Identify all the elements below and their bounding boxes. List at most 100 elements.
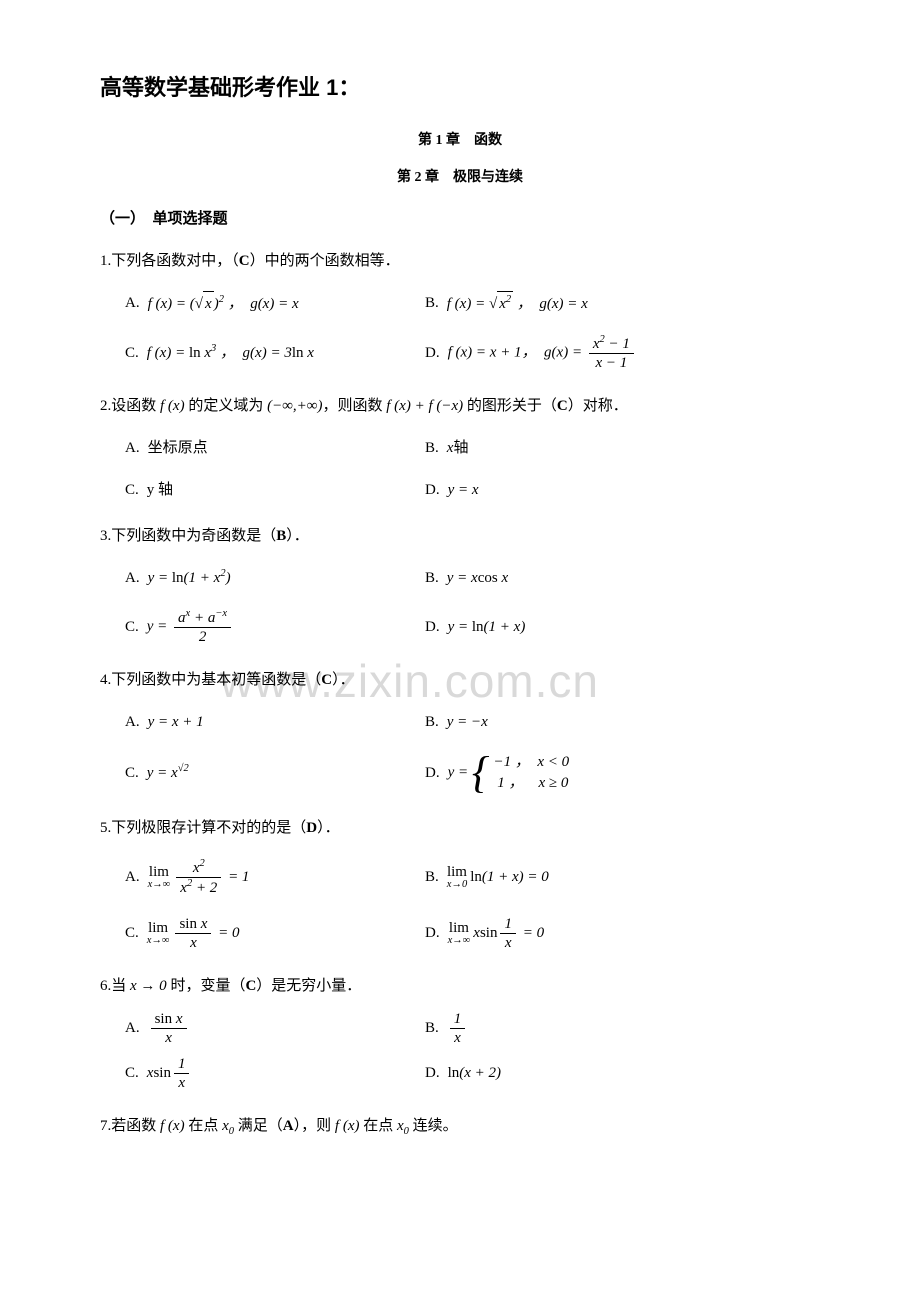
q1-opt-d: D. f (x) = x + 1， g(x) = x2 − 1x − 1	[425, 334, 725, 372]
q6-stem: 6.当 x → 0 时，变量（C）是无穷小量．	[100, 974, 820, 998]
opt-label: A.	[125, 1016, 140, 1040]
q4-opt-b: B. y = −x	[425, 710, 725, 734]
q5-opt-b: B.limx→0ln(1 + x) = 0	[425, 865, 725, 891]
q2-m3: 的图形关于（	[463, 398, 557, 414]
q5-options: A.limx→∞x2x2 + 2 = 1 B.limx→0ln(1 + x) =…	[125, 858, 820, 952]
opt-label: B.	[425, 1016, 439, 1040]
math-expr: y = ln(1 + x)	[448, 615, 526, 639]
math-expr: f (x) = x + 1， g(x) = x2 − 1x − 1	[448, 334, 637, 372]
opt-label: D.	[425, 615, 440, 639]
math-expr: x0	[397, 1118, 409, 1134]
q6-mid: 时，变量（	[167, 978, 246, 994]
math-expr: x → 0	[130, 978, 167, 994]
opt-label: C.	[125, 478, 139, 502]
q2-opt-d: D. y = x	[425, 478, 725, 502]
q5-post: ）．	[317, 820, 340, 836]
q5-ans: D	[306, 820, 317, 836]
q1-opt-b: B. f (x) = √x2 ， g(x) = x	[425, 291, 725, 316]
opt-label: C.	[125, 1061, 139, 1085]
math-expr: y = x + 1	[148, 710, 204, 734]
math-expr: 1x	[447, 1010, 469, 1047]
math-expr: f (x) = (√x)2 ， g(x) = x	[148, 291, 299, 316]
q1-opt-a: A. f (x) = (√x)2 ， g(x) = x	[125, 291, 425, 316]
q6-ans: C	[245, 978, 256, 994]
q5-opt-a: A.limx→∞x2x2 + 2 = 1	[125, 858, 425, 897]
math-expr: y = x√2	[147, 761, 189, 785]
math-expr: y = ax + a−x2	[147, 608, 234, 646]
opt-label: C.	[125, 921, 139, 945]
q3-opt-c: C. y = ax + a−x2	[125, 608, 425, 646]
opt-text: y 轴	[147, 478, 173, 502]
q4-stem: 4.下列函数中为基本初等函数是（C）．	[100, 668, 820, 692]
math-expr: y = x	[448, 478, 479, 502]
q3-stem: 3.下列函数中为奇函数是（B）．	[100, 524, 820, 548]
q3-post: ）．	[286, 528, 309, 544]
q7-m2: 满足（	[234, 1118, 283, 1134]
q7-m1: 在点	[185, 1118, 223, 1134]
q5-opt-d: D.limx→∞xsin1x = 0	[425, 915, 725, 952]
q3-opt-b: B.y = xcos x	[425, 566, 725, 590]
q6-post: ）是无穷小量．	[256, 978, 361, 994]
q2-m2: ，则函数	[322, 398, 386, 414]
q7-pre: 7.若函数	[100, 1118, 160, 1134]
math-expr: x0	[222, 1118, 234, 1134]
math-expr: xsin1x	[147, 1055, 193, 1092]
q1-options: A. f (x) = (√x)2 ， g(x) = x B. f (x) = √…	[125, 291, 820, 372]
chapter-1: 第 1 章 函数	[100, 130, 820, 152]
math-expr: (−∞,+∞)	[267, 398, 322, 414]
opt-label: A.	[125, 710, 140, 734]
q3-opt-d: D. y = ln(1 + x)	[425, 615, 725, 639]
opt-label: A.	[125, 566, 140, 590]
q3-pre: 3.下列函数中为奇函数是（	[100, 528, 276, 544]
q6-opt-a: A. sin xx	[125, 1010, 425, 1047]
q7-m4: 在点	[359, 1118, 397, 1134]
opt-label: A.	[125, 436, 140, 460]
q1-ans: C	[239, 253, 250, 269]
math-expr: y = ln(1 + x2)	[148, 566, 231, 590]
q4-opt-d: D.y = {−1 ， x < 0 1 ， x ≥ 0	[425, 752, 725, 794]
q1-opt-c: C. f (x) = ln x3 ， g(x) = 3ln x	[125, 341, 425, 365]
opt-label: B.	[425, 291, 439, 315]
q5-pre: 5.下列极限存计算不对的的是（	[100, 820, 306, 836]
q7-m3: ），则	[294, 1118, 335, 1134]
math-expr: f (x) = ln x3 ， g(x) = 3ln x	[147, 341, 314, 365]
opt-label: A.	[125, 291, 140, 315]
q2-options: A. 坐标原点 B.x 轴 C. y 轴 D. y = x	[125, 436, 820, 502]
opt-label: D.	[425, 921, 440, 945]
q4-opt-c: C. y = x√2	[125, 761, 425, 785]
chapter-2: 第 2 章 极限与连续	[100, 167, 820, 189]
q4-post: ）．	[332, 672, 355, 688]
q4-opt-a: A. y = x + 1	[125, 710, 425, 734]
q3-opt-a: A. y = ln(1 + x2)	[125, 566, 425, 590]
math-expr: f (x) = √x2 ， g(x) = x	[447, 291, 588, 316]
q7-post: 连续。	[409, 1118, 458, 1134]
opt-label: C.	[125, 615, 139, 639]
math-expr: f (x)	[160, 1118, 185, 1134]
opt-label: D.	[425, 341, 440, 365]
opt-label: C.	[125, 761, 139, 785]
opt-label: B.	[425, 710, 439, 734]
q1-post: ）中的两个函数相等．	[250, 253, 400, 269]
math-expr: ln(x + 2)	[448, 1061, 501, 1085]
q4-pre: 4.下列函数中为基本初等函数是（	[100, 672, 321, 688]
q2-m1: 的定义域为	[185, 398, 268, 414]
q6-pre: 6.当	[100, 978, 130, 994]
math-expr: y = {−1 ， x < 0 1 ， x ≥ 0	[448, 752, 570, 794]
q3-ans: B	[276, 528, 286, 544]
q5-opt-c: C.limx→∞sin xx = 0	[125, 915, 425, 952]
q2-stem: 2.设函数 f (x) 的定义域为 (−∞,+∞)，则函数 f (x) + f …	[100, 394, 820, 418]
opt-label: B.	[425, 436, 439, 460]
q2-pre: 2.设函数	[100, 398, 160, 414]
opt-text: 坐标原点	[148, 436, 208, 460]
math-expr: sin xx	[148, 1010, 190, 1047]
q6-opt-d: D. ln(x + 2)	[425, 1061, 725, 1085]
math-expr: y = −x	[447, 710, 488, 734]
q7-ans: A	[283, 1118, 294, 1134]
opt-label: D.	[425, 1061, 440, 1085]
opt-label: B.	[425, 566, 439, 590]
opt-label: D.	[425, 478, 440, 502]
q2-opt-b: B.x 轴	[425, 436, 725, 460]
math-expr: f (x) + f (−x)	[386, 398, 463, 414]
section-heading: （一） 单项选择题	[100, 207, 820, 231]
q2-post: ）对称．	[568, 398, 628, 414]
